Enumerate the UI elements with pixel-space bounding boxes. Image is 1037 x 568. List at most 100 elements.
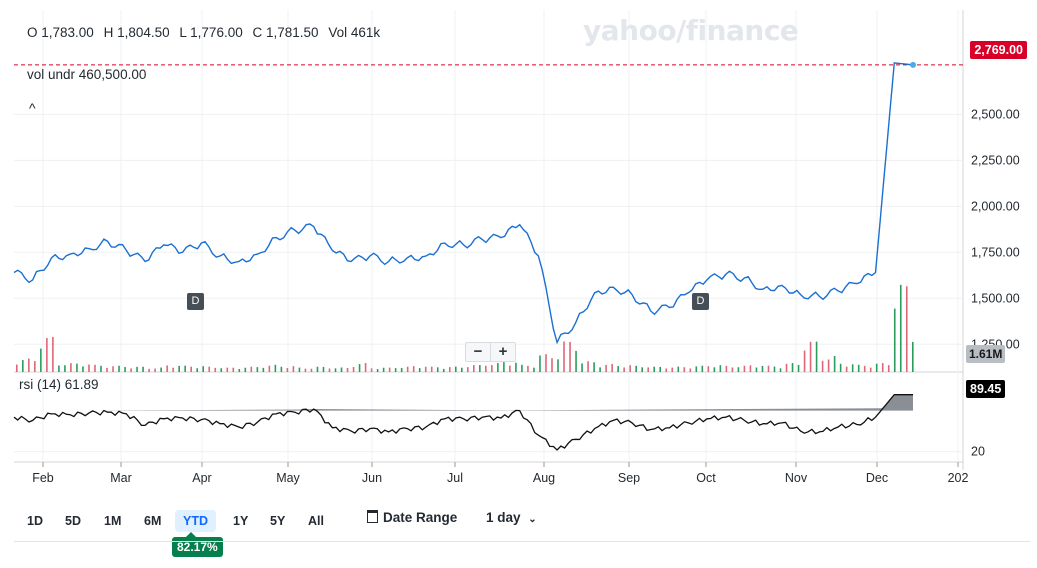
volume-bar (701, 365, 704, 372)
range-1y-button[interactable]: 1Y (233, 514, 249, 528)
x-tick-label: Jul (447, 471, 463, 485)
volume-bar (521, 364, 523, 372)
volume-bar (497, 363, 499, 372)
volume-bar (82, 366, 84, 372)
volume-bar (430, 366, 433, 372)
volume-bar (406, 366, 409, 372)
interval-select[interactable]: 1 day ⌄ (486, 510, 537, 525)
x-tick-label: Dec (866, 471, 888, 485)
volume-bar (533, 367, 535, 372)
y-tick-label: 1,500.00 (971, 291, 1020, 305)
volume-value: Vol 461k (328, 25, 381, 40)
collapse-indicators-icon[interactable]: ^ (29, 100, 36, 116)
volume-bar (695, 366, 698, 372)
zoom-in-button[interactable]: + (498, 343, 508, 360)
volume-bar (587, 361, 589, 372)
volume-bar (485, 365, 487, 372)
volume-bar (473, 365, 475, 372)
volume-bar (184, 365, 186, 372)
volume-bar (214, 367, 217, 372)
volume-bar (857, 364, 860, 372)
dividend-marker[interactable]: D (187, 293, 204, 310)
volume-bar (779, 368, 782, 372)
volume-bar (803, 350, 806, 372)
y-tick-label: 1,750.00 (971, 245, 1020, 259)
chart-grid (14, 10, 964, 470)
volume-bar (310, 368, 313, 372)
dividend-marker[interactable]: D (692, 293, 709, 310)
volume-bar (629, 365, 631, 372)
volume-bar (424, 366, 427, 372)
volume-bar (755, 367, 758, 372)
volume-bar (641, 367, 643, 372)
volume-bar (442, 368, 445, 372)
volume-bar (388, 367, 391, 372)
volume-bar (262, 367, 265, 372)
zoom-out-button[interactable]: − (466, 343, 491, 361)
volume-bar (617, 366, 619, 372)
rsi-line (13, 394, 913, 451)
volume-bar (491, 365, 493, 372)
volume-bar (190, 366, 192, 372)
volume-bar (623, 367, 625, 372)
volume-bar (713, 367, 716, 372)
volume-bar (280, 366, 283, 372)
chart-canvas[interactable]: Feb Mar Apr May Jun Jul Aug Sep Oct Nov Dec 202 2,5… (0, 0, 1037, 500)
volume-bar (575, 350, 577, 372)
volume-bar (340, 367, 343, 372)
volume-bar (833, 355, 836, 372)
volume-bar (238, 368, 241, 372)
volume-bar (304, 368, 307, 372)
volume-bar (58, 365, 60, 372)
range-1d-button[interactable]: 1D (27, 514, 43, 528)
date-range-label: Date Range (383, 510, 458, 525)
volume-bar (112, 366, 114, 372)
volume-bar (256, 367, 259, 372)
volume-bar (725, 365, 728, 372)
range-all-button[interactable]: All (308, 514, 324, 528)
last-price-point (910, 61, 916, 68)
volume-bar (364, 363, 367, 372)
rsi-series (13, 394, 913, 451)
low-value: L 1,776.00 (179, 25, 243, 40)
range-ytd-button[interactable]: YTD (175, 510, 216, 532)
date-range-button[interactable]: Date Range (367, 510, 457, 525)
volume-bar (821, 360, 824, 372)
rsi-label: rsi (14) 61.89 (19, 377, 99, 392)
volume-bar (274, 364, 277, 372)
x-tick-label: Mar (110, 471, 132, 485)
volume-bar (328, 368, 331, 372)
chevron-down-icon: ⌄ (528, 514, 537, 525)
volume-bar (635, 365, 637, 372)
volume-bar (52, 336, 54, 372)
x-tick-label: May (276, 471, 300, 485)
volume-bar (418, 368, 421, 372)
x-axis-labels: Feb Mar Apr May Jun Jul Aug Sep Oct Nov Dec 202 (32, 471, 968, 485)
volume-bar (454, 366, 457, 372)
volume-bar (28, 358, 30, 372)
volume-bar (869, 367, 872, 372)
volume-bar (232, 367, 235, 372)
range-6m-button[interactable]: 6M (144, 514, 162, 528)
volume-bars (16, 284, 914, 372)
x-tick-label: Feb (32, 471, 54, 485)
volume-bar (400, 367, 403, 372)
volume-bar (599, 367, 601, 372)
volume-bar (809, 341, 812, 372)
open-value: O 1,783.00 (27, 25, 94, 40)
volume-bar (863, 365, 866, 372)
ytd-change-badge: 82.17% (172, 532, 223, 557)
volume-bar (677, 366, 680, 372)
x-tick-label: Oct (696, 471, 716, 485)
volume-bar (16, 364, 18, 372)
volume-bar (358, 364, 361, 372)
volume-bar (539, 355, 541, 372)
divider (14, 541, 1030, 542)
range-5y-button[interactable]: 5Y (270, 514, 286, 528)
volume-bar (683, 367, 686, 372)
range-5d-button[interactable]: 5D (65, 514, 81, 528)
volume-bar (905, 286, 908, 372)
volume-bar (460, 367, 463, 372)
range-1m-button[interactable]: 1M (104, 514, 122, 528)
volume-bar (250, 366, 253, 372)
